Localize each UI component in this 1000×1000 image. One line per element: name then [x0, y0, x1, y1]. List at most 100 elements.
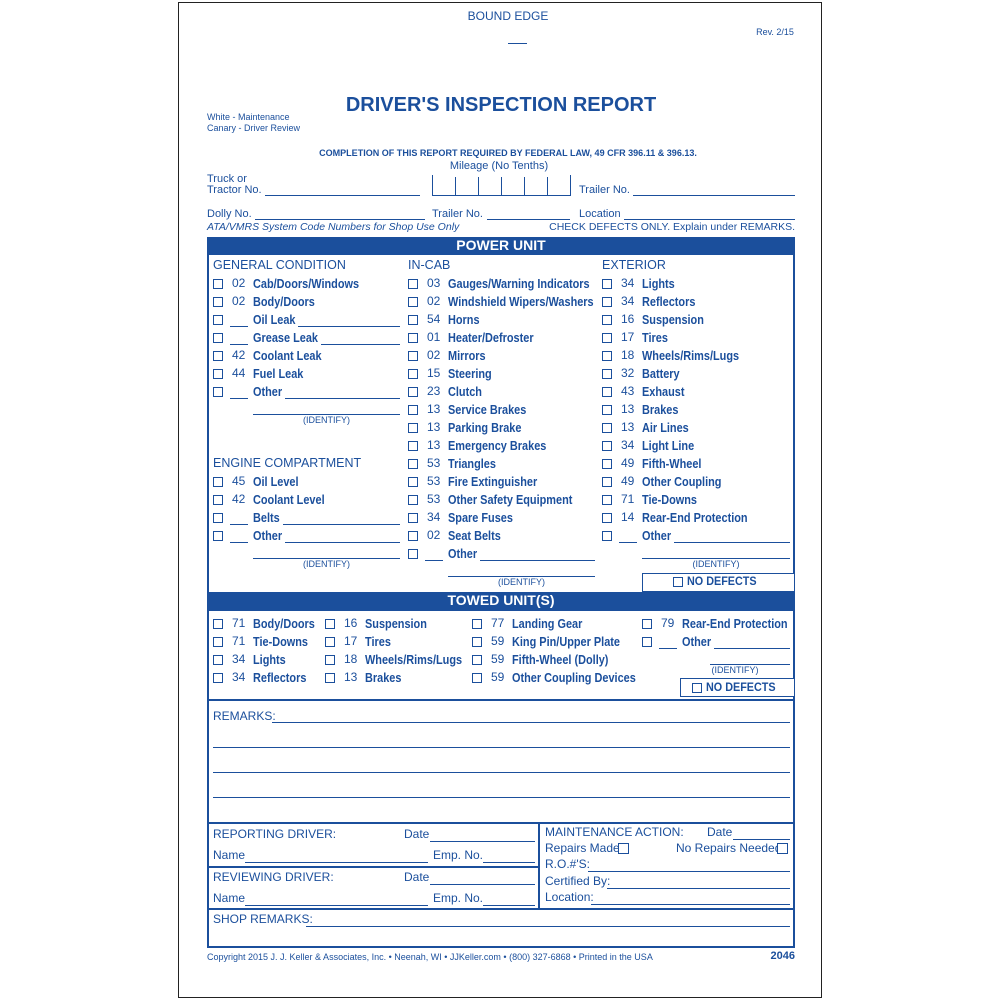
item-label: Reflectors — [642, 293, 696, 309]
code: 18 — [344, 652, 358, 667]
rule — [213, 747, 790, 748]
code: 53 — [427, 474, 441, 489]
item-label: Landing Gear — [512, 615, 583, 631]
item-label: Oil Level — [253, 473, 299, 489]
code: 34 — [621, 294, 635, 309]
rule — [633, 195, 795, 196]
checkbox — [408, 441, 418, 451]
identify: (IDENTIFY) — [498, 577, 545, 588]
item-label: Belts — [253, 509, 280, 525]
item-label: Reflectors — [253, 669, 307, 685]
item-label: Air Lines — [642, 419, 689, 435]
code: 34 — [232, 652, 246, 667]
item-label: King Pin/Upper Plate — [512, 633, 621, 649]
section-title: TOWED UNIT(S) — [447, 592, 555, 609]
code: 49 — [621, 474, 635, 489]
code: 01 — [427, 330, 441, 345]
checkbox — [408, 351, 418, 361]
item-label: Battery — [642, 365, 680, 381]
code: 18 — [621, 348, 635, 363]
rule — [245, 905, 428, 906]
code: 02 — [427, 348, 441, 363]
code: 14 — [621, 510, 635, 525]
rule — [253, 414, 400, 415]
checkbox — [673, 577, 683, 587]
rule — [430, 841, 535, 842]
code: 79 — [661, 616, 675, 631]
field-label: Emp. No. — [433, 848, 484, 863]
item-label: Gauges/Warning Indicators — [448, 275, 590, 291]
section-bar — [207, 592, 795, 611]
rule — [478, 177, 479, 195]
checkbox — [325, 673, 335, 683]
item-label: Coolant Level — [253, 491, 325, 507]
code: 43 — [621, 384, 635, 399]
field-label: Name — [213, 848, 246, 863]
group-heading: GENERAL CONDITION — [213, 258, 346, 273]
field-label: Dolly No. — [207, 207, 252, 220]
item-label: Other Coupling — [642, 473, 722, 489]
item-label: Cab/Doors/Windows — [253, 275, 360, 291]
ata-note: ATA/VMRS System Code Numbers for Shop Us… — [207, 221, 460, 234]
checkbox — [602, 423, 612, 433]
checkbox — [472, 673, 482, 683]
field-label: Date — [404, 827, 430, 842]
rule — [425, 560, 443, 561]
code: 16 — [621, 312, 635, 327]
code: 44 — [232, 366, 246, 381]
rule — [253, 558, 400, 559]
rule — [213, 772, 790, 773]
rule — [674, 542, 790, 543]
rule — [501, 177, 502, 195]
checkbox — [602, 333, 612, 343]
checkbox — [602, 459, 612, 469]
checkbox — [213, 351, 223, 361]
field-label: Date — [707, 825, 733, 840]
checkbox — [213, 637, 223, 647]
revision: Rev. 2/15 — [756, 27, 794, 38]
checkbox — [408, 495, 418, 505]
rule — [282, 524, 400, 525]
item-label: Exhaust — [642, 383, 685, 399]
code: 16 — [344, 616, 358, 631]
code: 45 — [232, 474, 246, 489]
code: 02 — [232, 276, 246, 291]
checkbox — [408, 315, 418, 325]
code: 17 — [344, 634, 358, 649]
item-label: Heater/Defroster — [448, 329, 534, 345]
checkbox — [325, 637, 335, 647]
identify: (IDENTIFY) — [303, 415, 350, 426]
checkbox — [408, 333, 418, 343]
driver-label: REVIEWING DRIVER: — [213, 870, 334, 885]
item-label: Oil Leak — [253, 311, 296, 327]
item-label: Steering — [448, 365, 492, 381]
rule — [230, 524, 248, 525]
code: 34 — [427, 510, 441, 525]
checkbox — [213, 333, 223, 343]
checkbox — [602, 513, 612, 523]
field-label: Date — [404, 870, 430, 885]
code: 02 — [427, 528, 441, 543]
rule — [207, 699, 795, 701]
field-label: Repairs Made — [545, 841, 620, 856]
checkbox — [408, 549, 418, 559]
item-label: Other — [448, 545, 478, 561]
checkbox — [408, 369, 418, 379]
rule — [570, 175, 571, 195]
field-label: Trailer No. — [579, 183, 630, 196]
checkbox — [472, 637, 482, 647]
item-label: Horns — [448, 311, 480, 327]
rule — [230, 398, 248, 399]
checkbox — [642, 637, 652, 647]
item-label: Light Line — [642, 437, 695, 453]
checkbox — [692, 683, 702, 693]
item-label: Lights — [253, 651, 286, 667]
checkbox — [213, 369, 223, 379]
code: 53 — [427, 456, 441, 471]
code: 13 — [621, 402, 635, 417]
checkbox — [602, 297, 612, 307]
group-heading: EXTERIOR — [602, 258, 666, 273]
checkbox — [213, 673, 223, 683]
item-label: Other — [253, 527, 283, 543]
